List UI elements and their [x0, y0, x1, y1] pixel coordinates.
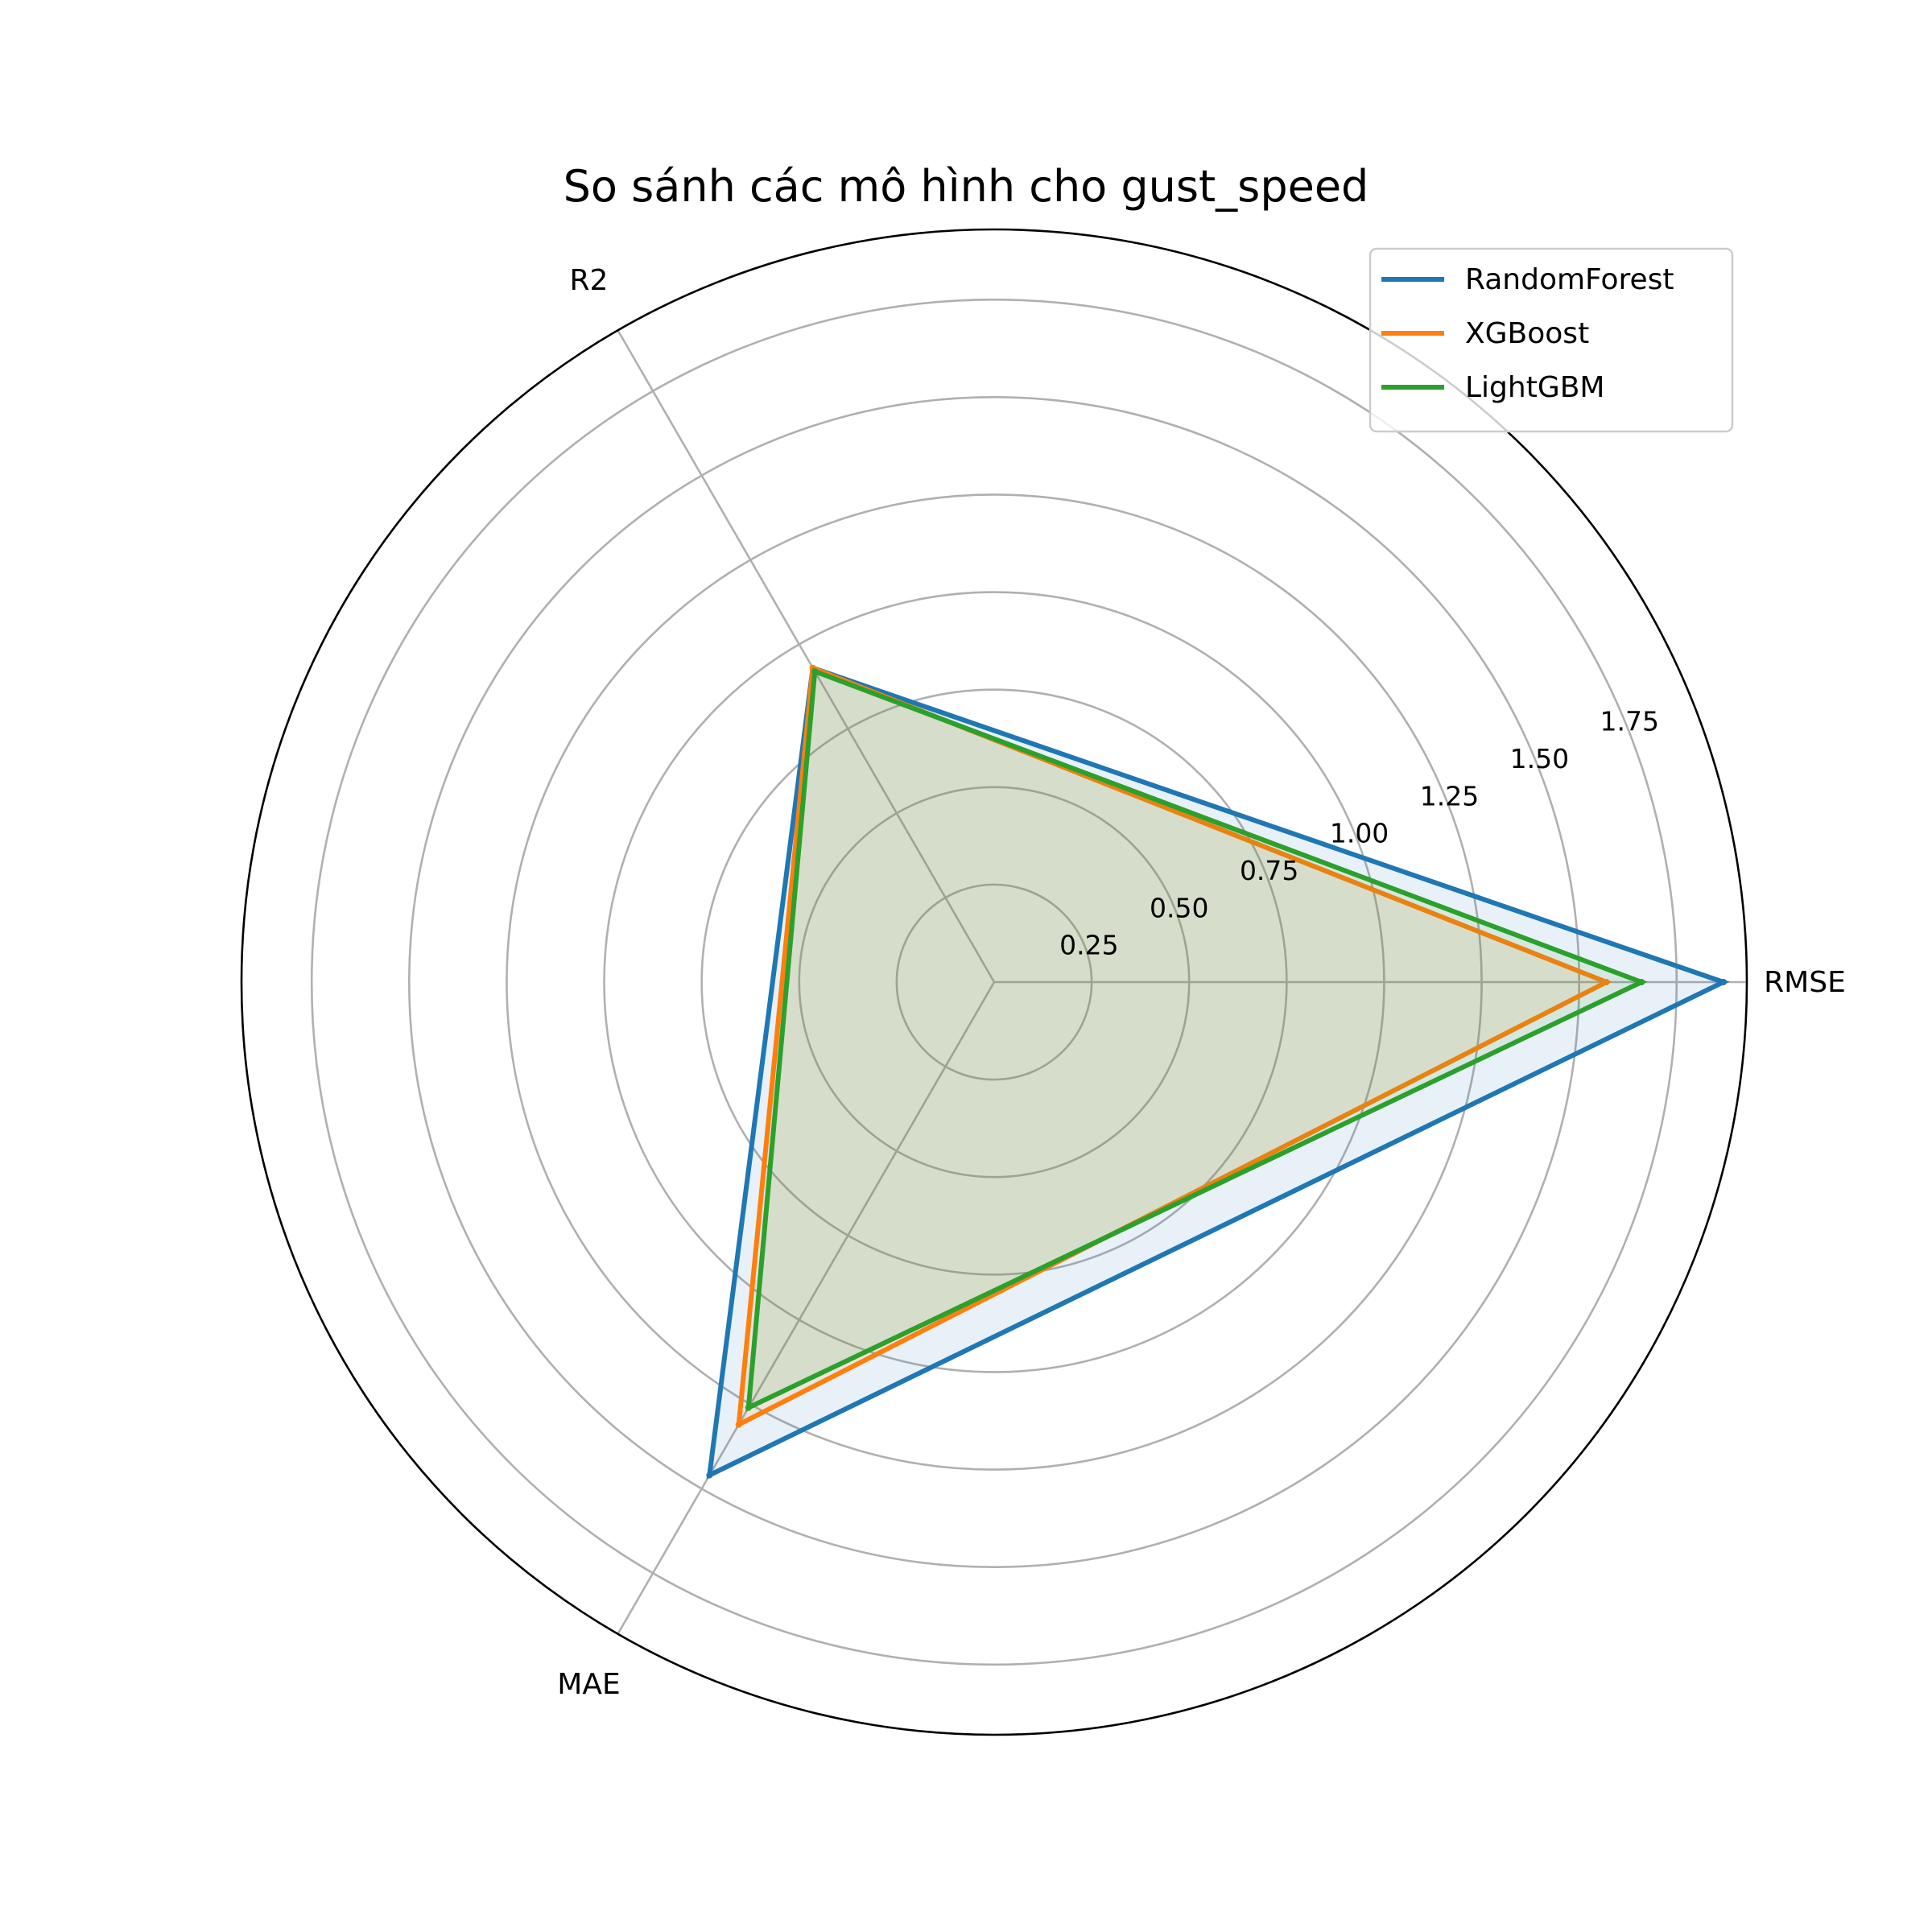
axis-label-rmse: RMSE [1764, 966, 1846, 999]
point-xgboost-rmse [1603, 979, 1610, 985]
legend-label-xgboost: XGBoost [1465, 317, 1589, 350]
series-line-lightgbm [745, 667, 1648, 1412]
point-lightgbm-r2 [811, 668, 819, 675]
axis-label-mae: MAE [557, 1668, 620, 1701]
tick-label-1.25: 1.25 [1420, 780, 1479, 811]
point-xgboost-mae [735, 1421, 742, 1428]
spoke-mae [617, 981, 996, 1635]
legend-label-lightgbm: LightGBM [1465, 371, 1605, 404]
radar-grid [240, 228, 1748, 1736]
tick-label-0.50: 0.50 [1150, 892, 1208, 923]
series-fill-lightgbm [748, 671, 1642, 1408]
legend: RandomForest XGBoost LightGBM [1368, 247, 1734, 433]
tick-label-1.75: 1.75 [1600, 706, 1659, 737]
point-lightgbm-rmse [1638, 979, 1645, 985]
spoke-r2 [617, 329, 996, 983]
series-layer [706, 664, 1730, 1480]
tick-label-0.25: 0.25 [1059, 930, 1118, 961]
point-lightgbm-mae [745, 1404, 752, 1411]
tick-label-0.75: 0.75 [1240, 855, 1298, 886]
chart-title: So sánh các mô hình cho gust_speed [564, 161, 1369, 212]
tick-label-1.50: 1.50 [1510, 743, 1569, 774]
legend-box [1368, 247, 1734, 433]
radial-tick-labels: 0.25 0.50 0.75 1.00 1.25 1.50 1.75 [1059, 706, 1659, 961]
series-fill-xgboost [738, 667, 1607, 1425]
axis-labels: RMSE R2 MAE [557, 264, 1846, 1701]
series-line-randomforest [706, 664, 1730, 1480]
tick-label-1.00: 1.00 [1330, 818, 1389, 849]
series-fill-randomforest [709, 667, 1724, 1476]
point-randomforest-mae [706, 1472, 713, 1479]
legend-label-randomforest: RandomForest [1465, 263, 1674, 296]
outer-ring [240, 228, 1748, 1736]
axis-label-r2: R2 [570, 264, 609, 297]
point-randomforest-rmse [1719, 979, 1727, 985]
